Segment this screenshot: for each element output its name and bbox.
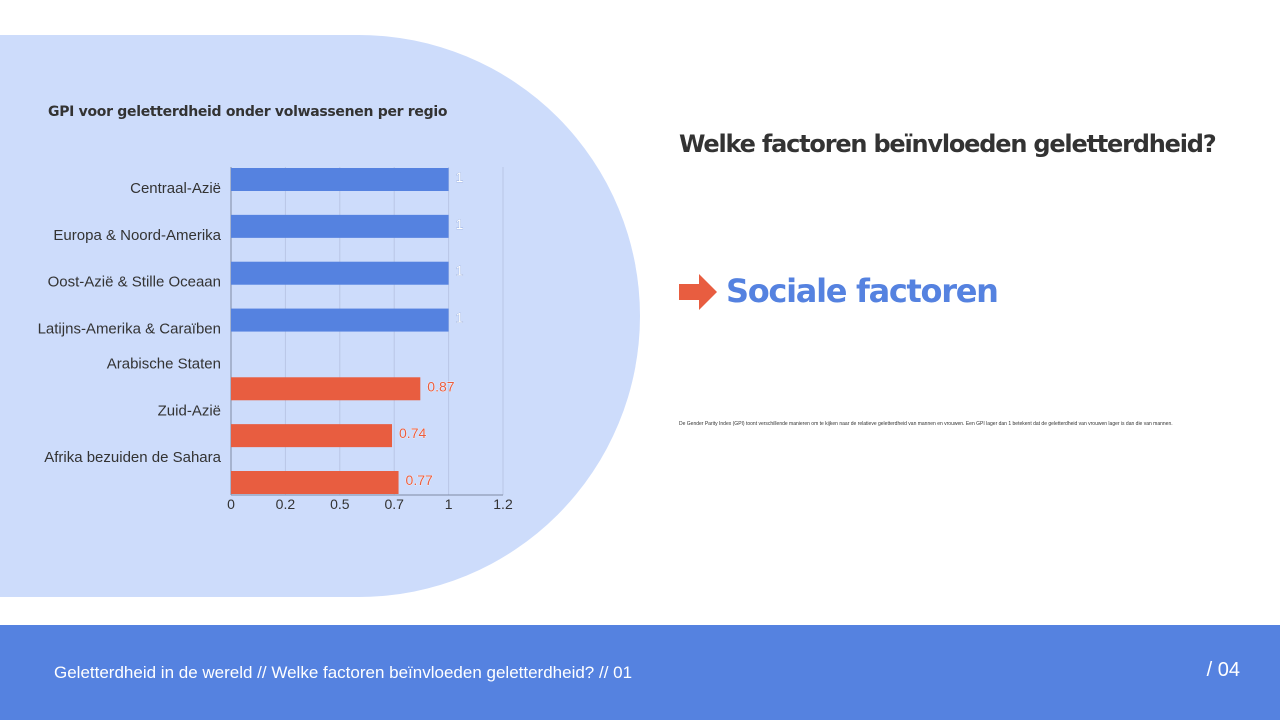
x-tick-label: 1.2 (493, 496, 513, 512)
bar (231, 168, 449, 191)
arrow-right-icon (679, 274, 717, 310)
x-tick-label: 0.2 (276, 496, 296, 512)
data-label: 1 (456, 169, 464, 185)
category-label: Latijns-Amerika & Caraïben (38, 321, 221, 338)
bar (231, 471, 399, 494)
x-tick-label: 0.5 (330, 496, 350, 512)
bar (231, 261, 449, 285)
x-tick-label: 1 (445, 496, 453, 512)
footer-bar: Geletterdheid in de wereld // Welke fact… (0, 625, 1280, 720)
bar (231, 377, 421, 401)
data-label: 1 (456, 216, 464, 232)
gpi-explanation-note: De Gender Parity Index (GPI) toont versc… (679, 421, 1173, 427)
bar (231, 214, 449, 238)
data-label: 1 (456, 310, 464, 326)
bar (231, 308, 449, 332)
footer-text: Geletterdheid in de wereld // Welke fact… (54, 663, 633, 682)
category-label: Afrika bezuiden de Sahara (44, 449, 221, 466)
category-label: Oost-Azië & Stille Oceaan (48, 274, 221, 291)
page-number: / 04 (1206, 659, 1240, 681)
category-label: Zuid-Azië (158, 402, 221, 419)
section-heading: Sociale factoren (726, 272, 999, 310)
bar-chart: 0 0.2 0.5 0.7 1 1.2 Centraal-Azië 1 Europa & Noo… (38, 167, 513, 512)
category-label: Arabische Staten (107, 355, 221, 372)
bar (231, 424, 393, 448)
data-label: 0.87 (427, 378, 454, 394)
x-tick-label: 0.7 (384, 496, 404, 512)
category-label: Europa & Noord-Amerika (53, 227, 221, 244)
data-label: 0.77 (406, 472, 433, 488)
data-label: 1 (456, 263, 464, 279)
data-label: 0.74 (399, 425, 426, 441)
chart-title: GPI voor geletterdheid onder volwassenen… (48, 104, 448, 120)
x-tick-label: 0 (227, 496, 235, 512)
page-heading: Welke factoren beïnvloeden geletterdheid… (679, 130, 1217, 158)
category-label: Centraal-Azië (130, 180, 221, 197)
